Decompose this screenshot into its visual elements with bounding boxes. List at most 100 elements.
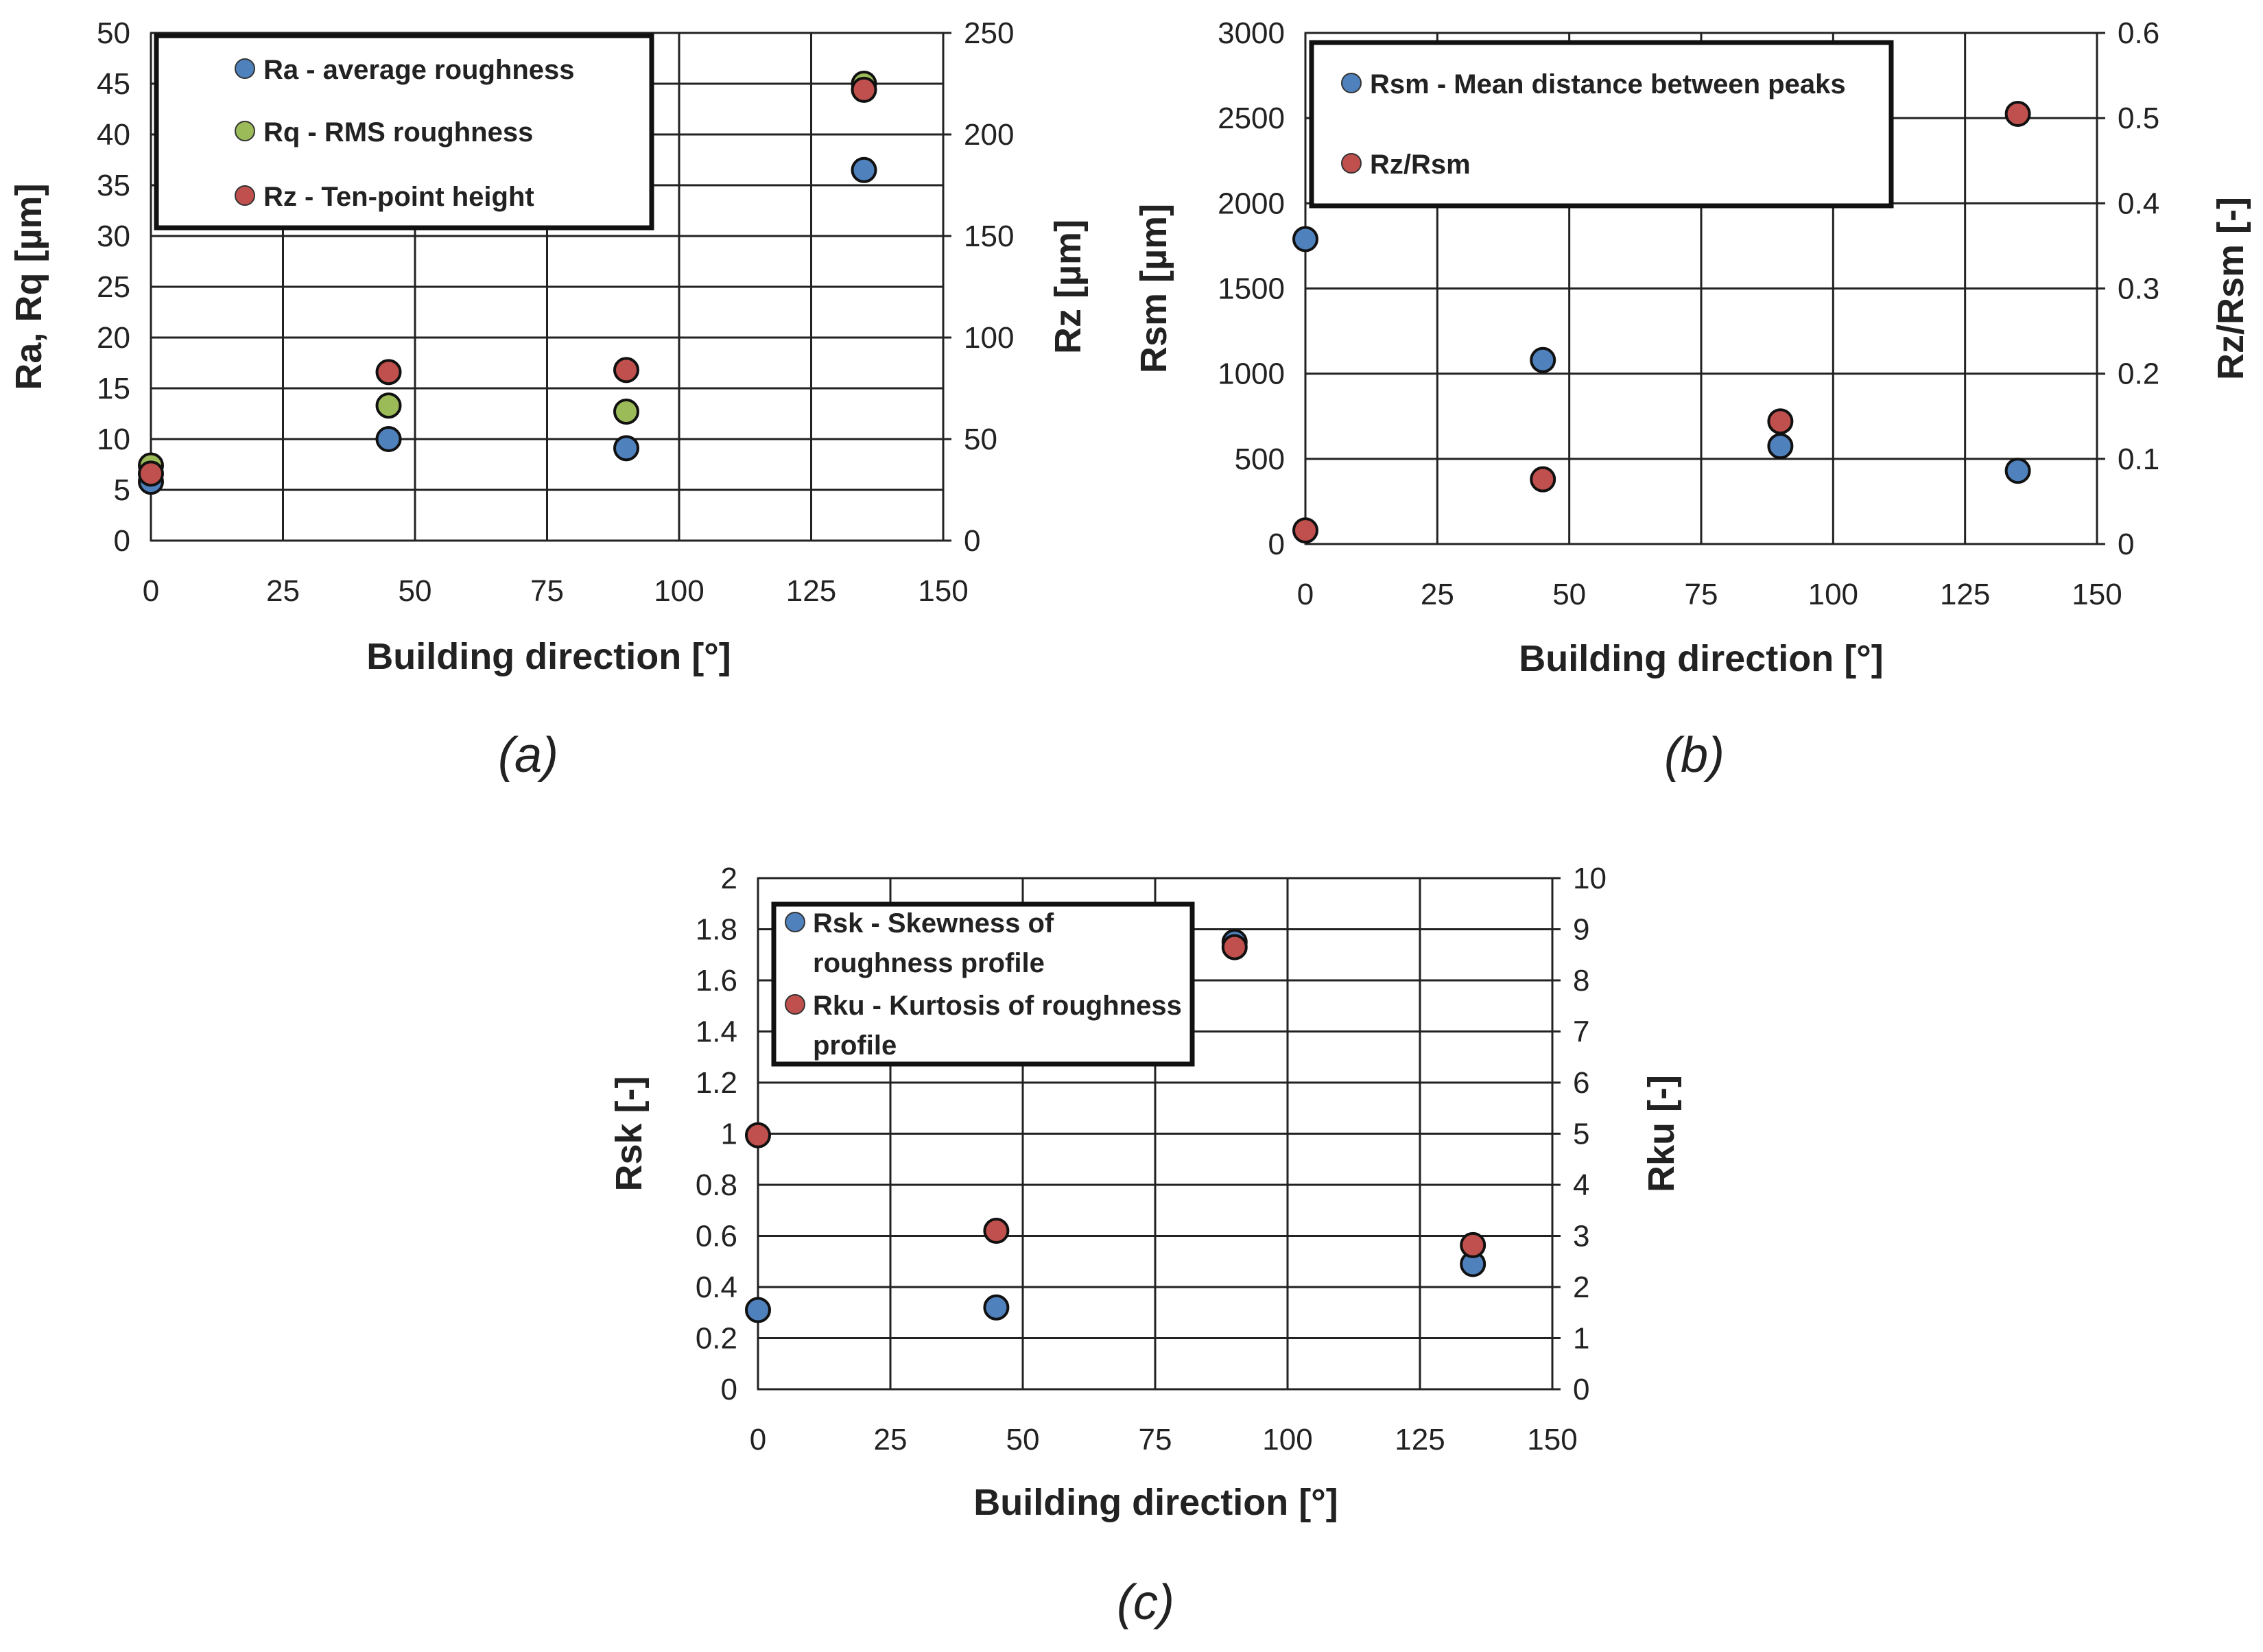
y2-axis-label: Rku [-] xyxy=(1641,1075,1682,1192)
data-point-rku xyxy=(983,1218,1010,1244)
y2-tick-label: 0.5 xyxy=(2118,102,2159,135)
y-tick-label: 0 xyxy=(114,524,130,558)
y2-tick-label: 100 xyxy=(964,321,1014,355)
legend: Rsm - Mean distance between peaks Rz/Rsm xyxy=(1309,40,1894,209)
data-point-rz xyxy=(851,76,877,103)
y2-tick-label: 0.1 xyxy=(2118,442,2159,476)
y-tick-label: 1000 xyxy=(1218,357,1285,391)
y-tick-label: 45 xyxy=(97,67,130,101)
legend-label: Rsk - Skewness of xyxy=(813,908,1054,939)
x-tick-label: 25 xyxy=(874,1423,908,1456)
data-point-rq xyxy=(613,399,639,425)
y2-tick-label: 0 xyxy=(2118,528,2134,561)
y-axis-label: Rsm [µm] xyxy=(1133,204,1174,373)
y2-tick-label: 3 xyxy=(1573,1220,1589,1253)
y-tick-label: 1.6 xyxy=(696,964,737,998)
data-point-rku xyxy=(1221,934,1248,960)
data-point-rz-rsm xyxy=(1530,466,1556,493)
x-tick-label: 150 xyxy=(2072,578,2122,611)
x-tick-label: 125 xyxy=(1395,1423,1445,1456)
y-tick-label: 0 xyxy=(721,1373,737,1406)
data-point-ra xyxy=(851,156,877,183)
y2-tick-label: 0.3 xyxy=(2118,272,2159,306)
y2-tick-label: 6 xyxy=(1573,1066,1589,1100)
legend-label: profile xyxy=(813,1030,897,1061)
legend-label: Rsm - Mean distance between peaks xyxy=(1370,69,1846,99)
y2-tick-label: 2 xyxy=(1573,1271,1589,1304)
data-point-ra xyxy=(375,426,402,452)
x-tick-label: 100 xyxy=(1262,1423,1312,1456)
x-tick-label: 100 xyxy=(654,574,704,608)
y-tick-label: 0.6 xyxy=(696,1220,737,1253)
x-tick-label: 50 xyxy=(1552,578,1586,611)
data-point-ra xyxy=(613,435,639,462)
x-tick-label: 75 xyxy=(1685,578,1718,611)
data-point-rsm xyxy=(1530,346,1556,373)
x-tick-label: 75 xyxy=(1139,1423,1172,1456)
x-tick-label: 100 xyxy=(1808,578,1858,611)
y2-tick-label: 0 xyxy=(1573,1373,1589,1406)
data-point-rsk xyxy=(983,1294,1010,1321)
legend: Ra - average roughness Rq - RMS roughness… xyxy=(154,33,654,231)
chart-panel-c: 0 25 50 75 100 125 15000.20.40.60.811.21.41.61… xyxy=(608,862,1682,1630)
legend-box xyxy=(1309,40,1894,209)
data-point-rz-rsm xyxy=(2004,100,2031,127)
y-tick-label: 1.2 xyxy=(696,1066,737,1100)
legend-marker xyxy=(235,121,255,141)
y-tick-label: 0.2 xyxy=(696,1322,737,1356)
y2-tick-label: 8 xyxy=(1573,964,1589,998)
y-tick-label: 0.4 xyxy=(696,1271,737,1304)
data-point-rsm xyxy=(1767,433,1794,460)
x-tick-label: 25 xyxy=(266,574,300,608)
y2-tick-label: 0.2 xyxy=(2118,357,2159,391)
legend-label: Rz/Rsm xyxy=(1370,150,1471,180)
x-tick-label: 25 xyxy=(1421,578,1454,611)
y-tick-label: 15 xyxy=(97,372,130,405)
panel-label: (a) xyxy=(498,728,558,783)
x-tick-label: 75 xyxy=(530,574,564,608)
x-tick-label: 125 xyxy=(1940,578,1990,611)
y2-tick-label: 0.4 xyxy=(2118,187,2159,220)
y2-tick-label: 7 xyxy=(1573,1015,1589,1049)
legend-marker xyxy=(1341,153,1362,174)
legend: Rsk - Skewness of roughness profile Rku - … xyxy=(771,901,1195,1067)
x-tick-label: 50 xyxy=(399,574,432,608)
y-tick-label: 3000 xyxy=(1218,16,1285,50)
chart-panel-b: 0 25 50 75 100 125 150050010001500200025003000… xyxy=(1133,16,2251,783)
y-tick-label: 1 xyxy=(721,1118,737,1151)
y-tick-label: 25 xyxy=(97,270,130,304)
x-tick-label: 0 xyxy=(750,1423,766,1456)
y-tick-label: 35 xyxy=(97,169,130,202)
y-tick-label: 10 xyxy=(97,423,130,456)
x-tick-label: 125 xyxy=(786,574,836,608)
y2-tick-label: 10 xyxy=(1573,862,1607,895)
x-axis-label: Building direction [°] xyxy=(366,636,731,677)
legend-marker xyxy=(1341,73,1362,93)
y-axis-label: Rsk [-] xyxy=(608,1076,650,1191)
y-tick-label: 1.4 xyxy=(696,1015,737,1049)
legend-label: Rz - Ten-point height xyxy=(263,182,534,212)
data-point-rsm xyxy=(2004,458,2031,484)
legend-marker xyxy=(785,912,805,932)
y2-tick-label: 50 xyxy=(964,423,997,456)
x-tick-label: 150 xyxy=(1527,1423,1577,1456)
y-tick-label: 50 xyxy=(97,16,130,50)
chart-panel-a: 0 25 50 75 100 125 150 0 5 10 15 20 25 30 35 40 45 50 0 50 1… xyxy=(8,16,1089,783)
y2-tick-label: 200 xyxy=(964,118,1014,152)
data-point-rz-rsm xyxy=(1292,517,1318,544)
y2-tick-label: 250 xyxy=(964,16,1014,50)
y-tick-label: 5 xyxy=(114,473,130,507)
x-axis-label: Building direction [°] xyxy=(973,1482,1338,1523)
y2-tick-label: 0.6 xyxy=(2118,16,2159,50)
y-tick-label: 2 xyxy=(721,862,737,895)
legend-marker xyxy=(785,994,805,1015)
y2-tick-label: 4 xyxy=(1573,1168,1589,1202)
y-tick-label: 500 xyxy=(1235,442,1285,476)
x-tick-label: 0 xyxy=(1297,578,1314,611)
legend-label: Rku - Kurtosis of roughness xyxy=(813,991,1182,1021)
y-tick-label: 1500 xyxy=(1218,272,1285,306)
legend-marker xyxy=(235,185,255,206)
legend-label: Ra - average roughness xyxy=(263,55,575,85)
panel-label: (c) xyxy=(1117,1575,1174,1630)
